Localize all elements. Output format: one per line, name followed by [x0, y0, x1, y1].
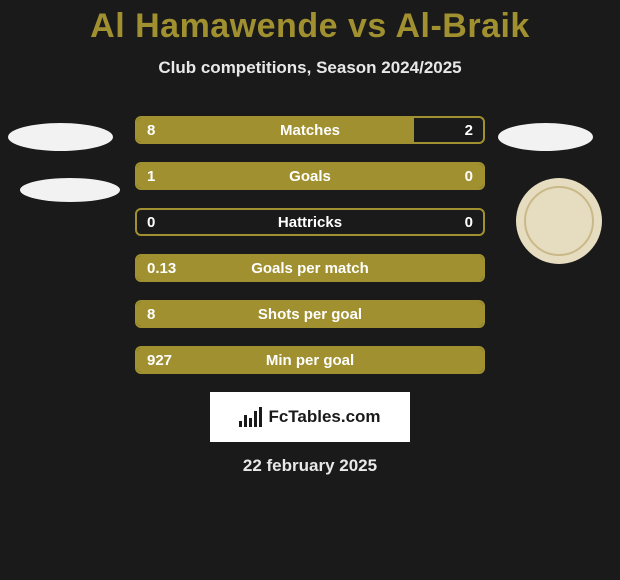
stat-row: 8Matches2 — [135, 116, 485, 144]
stats-card: Al Hamawende vs Al-Braik Club competitio… — [0, 0, 620, 580]
team-right-badge — [516, 178, 602, 264]
stat-label: Goals per match — [137, 260, 483, 277]
team-left-badge-2 — [20, 178, 120, 202]
stat-label: Shots per goal — [137, 306, 483, 323]
stat-value-right: 0 — [465, 168, 473, 185]
page-title: Al Hamawende vs Al-Braik — [0, 7, 620, 46]
stat-label: Matches — [137, 122, 483, 139]
stat-row: 8Shots per goal — [135, 300, 485, 328]
bars-icon — [239, 407, 262, 427]
date-text: 22 february 2025 — [0, 456, 620, 476]
stat-value-right: 2 — [465, 122, 473, 139]
stat-row: 1Goals0 — [135, 162, 485, 190]
stats-rows: 8Matches21Goals00Hattricks00.13Goals per… — [135, 116, 485, 374]
stat-row: 927Min per goal — [135, 346, 485, 374]
stat-row: 0Hattricks0 — [135, 208, 485, 236]
team-right-badge-inner — [524, 186, 594, 256]
stat-label: Min per goal — [137, 352, 483, 369]
team-right-badge-small — [498, 123, 593, 151]
brand-box: FcTables.com — [210, 392, 410, 442]
stat-label: Goals — [137, 168, 483, 185]
stat-label: Hattricks — [137, 214, 483, 231]
team-left-badge-1 — [8, 123, 113, 151]
subtitle: Club competitions, Season 2024/2025 — [0, 58, 620, 78]
stat-value-right: 0 — [465, 214, 473, 231]
stat-row: 0.13Goals per match — [135, 254, 485, 282]
brand-text: FcTables.com — [268, 407, 380, 427]
